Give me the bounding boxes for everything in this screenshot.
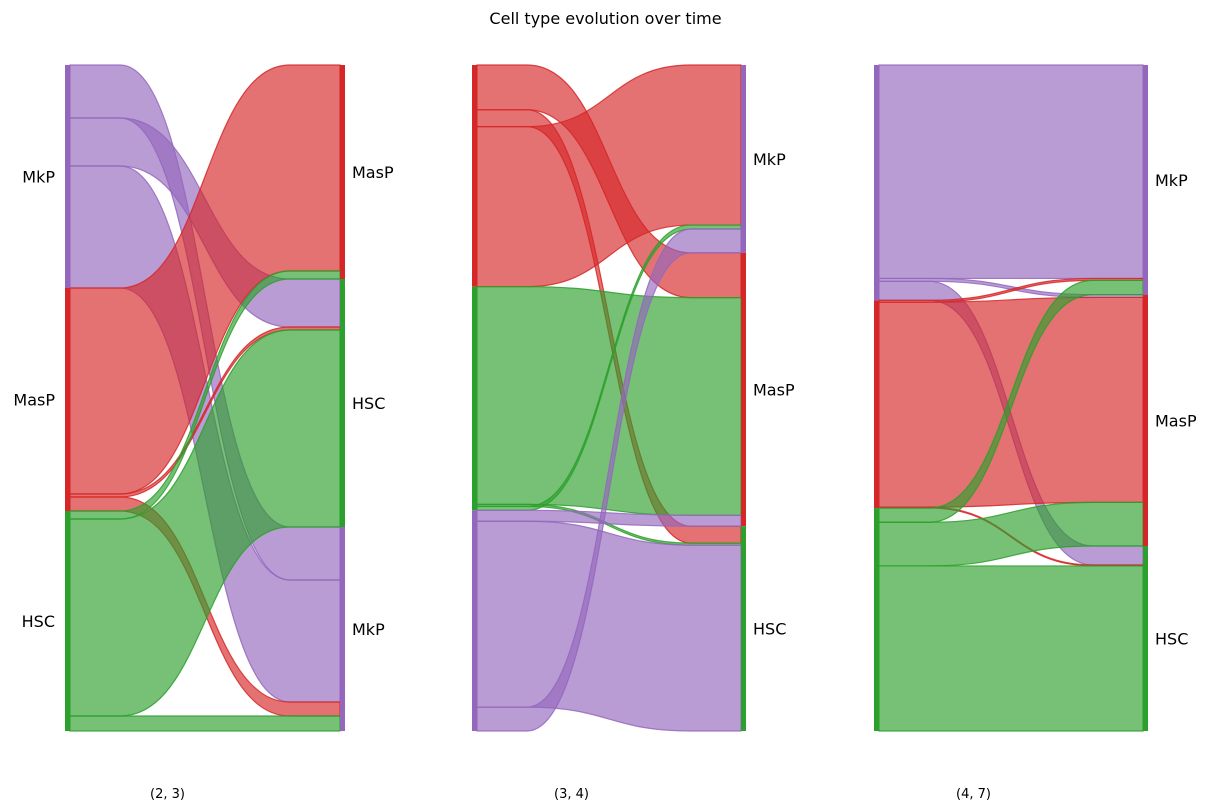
node-bar-left	[65, 65, 70, 288]
flow-band	[476, 520, 742, 732]
node-label-right: MasP	[1155, 411, 1197, 430]
node-label-left: MasP	[13, 391, 55, 410]
sankey-panel: MkP MasP HSC (4, 7)	[874, 64, 1197, 802]
node-label-right: HSC	[753, 620, 786, 639]
panels: MkP MasP HSC MasP HSC MkP (2, 3) MkP MasP HSC (3, …	[13, 64, 1197, 802]
node-label-right: HSC	[1155, 630, 1188, 649]
node-bar-right	[1143, 65, 1148, 295]
node-bar-right	[741, 65, 746, 253]
node-label-right: MasP	[753, 381, 795, 400]
sankey-panel: MkP MasP HSC MasP HSC MkP (2, 3)	[13, 64, 394, 802]
node-label-left: HSC	[22, 612, 55, 631]
node-label-right: HSC	[352, 394, 385, 413]
node-bar-left	[472, 286, 477, 511]
flow-band	[878, 565, 1144, 732]
node-bar-left	[874, 508, 879, 731]
node-bar-left	[874, 300, 879, 509]
panel-label: (4, 7)	[956, 787, 991, 802]
node-bar-left	[65, 288, 70, 511]
node-bar-right	[741, 252, 746, 527]
node-bar-left	[874, 65, 879, 301]
node-bar-right	[1143, 294, 1148, 546]
node-label-right: MkP	[1155, 171, 1188, 190]
chart-title: Cell type evolution over time	[489, 9, 721, 28]
node-bar-right	[340, 527, 345, 731]
sankey-panel: MkP MasP HSC (3, 4)	[472, 64, 795, 802]
flow-band	[69, 715, 341, 732]
node-bar-right	[741, 526, 746, 731]
node-bar-left	[472, 65, 477, 287]
node-bar-left	[472, 510, 477, 731]
node-bar-right	[340, 279, 345, 527]
panel-label: (2, 3)	[150, 787, 185, 802]
node-bar-right	[1143, 546, 1148, 731]
panel-label: (3, 4)	[554, 787, 589, 802]
node-label-right: MasP	[352, 163, 394, 182]
node-label-left: MkP	[22, 168, 55, 187]
node-label-right: MkP	[753, 150, 786, 169]
node-label-right: MkP	[352, 620, 385, 639]
flow-band	[878, 64, 1144, 280]
node-bar-right	[340, 65, 345, 279]
node-bar-left	[65, 511, 70, 731]
